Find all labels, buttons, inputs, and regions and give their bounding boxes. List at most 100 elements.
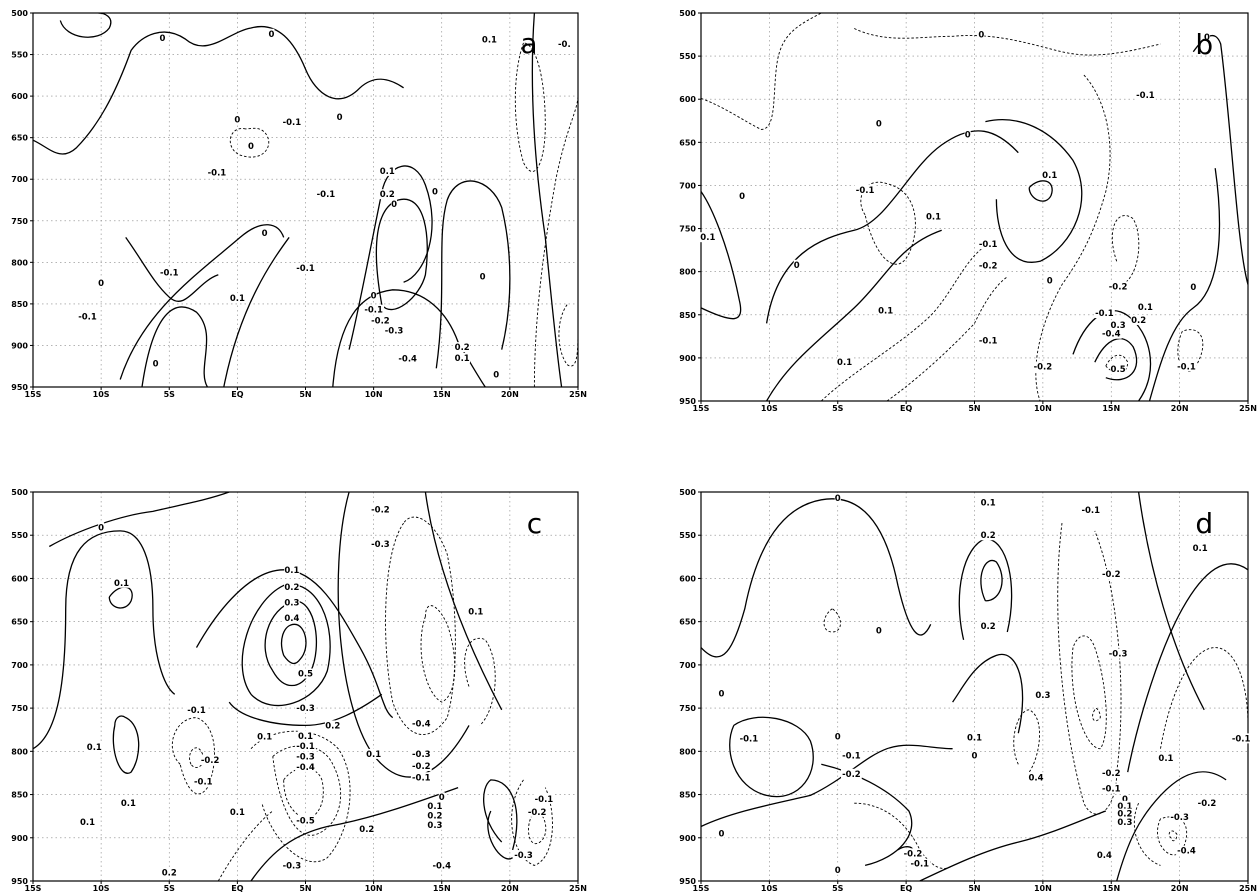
y-tick-label: 550 bbox=[679, 531, 696, 540]
contour-label: 0 bbox=[98, 279, 104, 289]
contour-label-bg bbox=[199, 754, 221, 765]
contour-label: 0 bbox=[978, 31, 984, 41]
contour-label: 0.3 bbox=[1117, 818, 1132, 828]
contour-label-bg bbox=[533, 793, 555, 804]
contour-label-bg bbox=[966, 732, 983, 743]
x-tick-label: 25N bbox=[569, 884, 587, 892]
x-tick-label: 5N bbox=[968, 884, 980, 892]
contour-label: -0.1 bbox=[208, 169, 227, 179]
y-tick-label: 950 bbox=[679, 397, 696, 406]
contour-label-bg bbox=[1196, 798, 1218, 809]
contour-label: 0 bbox=[159, 34, 165, 44]
contour-label-bg bbox=[977, 239, 999, 250]
contour-label-bg bbox=[397, 353, 419, 364]
negative-contour-line bbox=[533, 95, 578, 387]
contour-label-bg bbox=[1192, 543, 1208, 554]
contour-label: 0 bbox=[794, 261, 800, 271]
contour-label-bg bbox=[1100, 328, 1122, 339]
contour-label-bg bbox=[379, 165, 396, 176]
x-tick-label: EQ bbox=[900, 884, 912, 892]
contour-label: 0 bbox=[480, 272, 486, 282]
contour-label: -0.4 bbox=[412, 720, 431, 730]
negative-contour-line bbox=[854, 802, 953, 869]
contour-label-bg bbox=[152, 358, 159, 369]
contour-label-bg bbox=[383, 325, 405, 336]
contour-label-bg bbox=[159, 32, 166, 43]
contour-label: 0.1 bbox=[1138, 303, 1153, 313]
contour-label: 0 bbox=[234, 115, 240, 125]
contour-label-bg bbox=[1121, 793, 1128, 804]
contour-label: -0.3 bbox=[296, 704, 315, 714]
y-tick-label: 500 bbox=[679, 488, 696, 497]
contour-label-bg bbox=[738, 733, 760, 744]
contour-label-bg bbox=[431, 186, 438, 197]
contour-label: 0 bbox=[98, 523, 104, 533]
contour-label-bg bbox=[297, 668, 314, 679]
positive-contour-line bbox=[348, 165, 433, 350]
contour-label: 0 bbox=[432, 188, 438, 198]
x-tick-label: 10N bbox=[365, 884, 383, 892]
negative-contour-line bbox=[701, 13, 822, 130]
contour-label-bg bbox=[410, 718, 432, 729]
positive-contour-line bbox=[483, 779, 518, 851]
contour-label: -0.1 bbox=[535, 795, 554, 805]
negative-contour-line bbox=[1112, 215, 1140, 286]
contour-label-bg bbox=[1080, 505, 1102, 516]
contour-label-bg bbox=[248, 140, 254, 151]
positive-contour-line bbox=[141, 306, 208, 387]
contour-label-bg bbox=[161, 867, 178, 878]
negative-contour-line bbox=[420, 605, 456, 703]
contour-label-bg bbox=[481, 34, 498, 45]
positive-contour-line bbox=[766, 229, 942, 401]
x-tick-label: 25N bbox=[1239, 404, 1257, 413]
positive-contour-line bbox=[125, 237, 219, 302]
y-tick-label: 700 bbox=[679, 181, 696, 190]
contour-label: 0.2 bbox=[455, 343, 470, 353]
contour-label-bg bbox=[427, 819, 443, 830]
panel-label: a bbox=[520, 27, 537, 60]
contour-label-bg bbox=[1094, 308, 1115, 319]
y-tick-label: 650 bbox=[11, 134, 28, 143]
contour-label: 0 bbox=[972, 752, 978, 762]
contour-label: -0.1 bbox=[979, 240, 998, 250]
contour-label: 0.1 bbox=[366, 750, 381, 760]
panel-label: c bbox=[527, 507, 542, 540]
contour-label-bg bbox=[284, 613, 300, 624]
contour-label-bg bbox=[556, 38, 573, 49]
contour-label: 0.1 bbox=[926, 212, 941, 222]
contour-label-bg bbox=[427, 800, 443, 811]
contour-label-bg bbox=[234, 114, 241, 125]
y-tick-label: 850 bbox=[679, 311, 696, 320]
x-tick-label: 5S bbox=[164, 884, 176, 892]
positive-contour-line bbox=[1137, 492, 1205, 711]
contour-label: -0.1 bbox=[78, 312, 97, 322]
positive-contour-line bbox=[531, 13, 563, 387]
contour-label: -0.1 bbox=[317, 190, 336, 200]
contour-label-bg bbox=[268, 28, 275, 39]
contour-label-bg bbox=[1117, 808, 1133, 819]
contour-label-bg bbox=[1203, 32, 1210, 43]
x-tick-label: 25N bbox=[569, 390, 587, 399]
y-tick-label: 650 bbox=[11, 618, 28, 627]
contour-label-bg bbox=[1169, 812, 1191, 823]
contour-label: 0.1 bbox=[230, 808, 245, 818]
contour-label-bg bbox=[1130, 314, 1147, 325]
contour-label: -0.5 bbox=[296, 816, 315, 826]
panel-label: b bbox=[1195, 28, 1213, 61]
plot-frame bbox=[700, 491, 1249, 882]
negative-contour-line bbox=[820, 245, 986, 401]
positive-contour-line bbox=[33, 25, 404, 155]
contour-label: 0.1 bbox=[257, 733, 272, 743]
contour-label: 0 bbox=[268, 30, 274, 40]
contour-label-bg bbox=[284, 564, 300, 575]
x-tick-label: 10S bbox=[761, 404, 778, 413]
contour-label-bg bbox=[1107, 648, 1129, 659]
contour-panel-a: 15S 10S 5S EQ 5N 10N 15N 20N 25N 500 550 600 650 700 7… bbox=[11, 9, 587, 399]
positive-contour-line bbox=[1094, 338, 1138, 381]
x-tick-label: 15N bbox=[1102, 404, 1120, 413]
y-tick-label: 550 bbox=[679, 52, 696, 61]
negative-contour-line bbox=[250, 730, 351, 863]
contour-label-bg bbox=[964, 129, 971, 140]
x-tick-label: 10S bbox=[93, 390, 110, 399]
grid-lines bbox=[33, 13, 578, 387]
